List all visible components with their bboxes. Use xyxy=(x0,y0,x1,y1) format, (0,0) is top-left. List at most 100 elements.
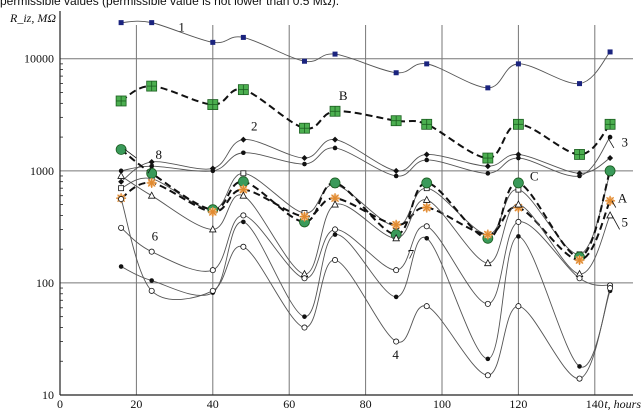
series-2 xyxy=(118,136,614,185)
data-point xyxy=(421,177,433,189)
data-point-star-ray xyxy=(239,185,248,194)
data-point xyxy=(301,155,308,162)
data-point xyxy=(239,191,248,199)
data-point xyxy=(577,364,582,369)
data-point xyxy=(149,20,155,26)
data-point-star-ray xyxy=(331,194,340,203)
data-point xyxy=(424,236,430,241)
data-point xyxy=(393,70,399,76)
data-point xyxy=(240,170,247,177)
data-point xyxy=(208,225,217,233)
data-point-star-ray xyxy=(575,256,584,265)
data-point xyxy=(210,39,216,45)
data-point xyxy=(118,196,125,203)
data-point xyxy=(514,200,523,208)
curve-label-5: 5 xyxy=(622,214,629,229)
data-point xyxy=(148,158,155,165)
data-point xyxy=(302,314,307,319)
data-point xyxy=(302,161,307,167)
data-point xyxy=(240,136,247,143)
y-tick-label: 10 xyxy=(42,388,54,402)
data-point xyxy=(485,171,491,176)
data-point xyxy=(240,34,246,40)
data-point xyxy=(240,243,247,250)
series-line-2 xyxy=(120,139,611,183)
data-point xyxy=(393,338,400,345)
data-point xyxy=(332,51,338,57)
data-point xyxy=(118,20,124,26)
data-point xyxy=(393,173,399,179)
data-point xyxy=(329,177,341,189)
data-point xyxy=(513,177,524,189)
figure-caption-fragment: permissible values (permissible value is… xyxy=(0,0,340,8)
data-point xyxy=(209,267,216,274)
data-point xyxy=(516,234,521,239)
data-point-star-ray xyxy=(147,178,156,187)
data-point xyxy=(607,49,613,55)
x-tick-label: 60 xyxy=(283,397,295,411)
data-point xyxy=(485,85,491,91)
curve-label-B: B xyxy=(339,88,348,103)
data-point xyxy=(484,300,491,307)
data-point xyxy=(484,163,491,170)
series-layer xyxy=(115,20,616,382)
data-point-star-ray xyxy=(392,220,401,229)
x-tick-label: 100 xyxy=(433,397,451,411)
data-point-star-ray xyxy=(422,203,431,212)
data-point xyxy=(393,167,400,174)
data-point xyxy=(577,81,583,87)
curve-label-C: C xyxy=(530,168,539,183)
curve-label-7: 7 xyxy=(408,247,415,262)
curve-label-8: 8 xyxy=(156,147,163,162)
y-tick-label: 100 xyxy=(36,276,54,290)
data-point xyxy=(332,145,338,151)
data-point xyxy=(117,171,125,179)
series-1 xyxy=(118,20,613,91)
data-point xyxy=(241,150,246,156)
data-point xyxy=(393,294,399,300)
series-4 xyxy=(118,196,614,382)
data-point-star-ray xyxy=(208,207,217,216)
series-line-1 xyxy=(121,20,611,89)
label-leader-3 xyxy=(607,138,615,149)
data-point xyxy=(332,257,339,264)
label-leader-A xyxy=(611,200,617,208)
data-point xyxy=(301,275,308,282)
data-point xyxy=(576,275,583,282)
label-leader-5 xyxy=(611,215,620,230)
data-point xyxy=(118,168,124,174)
data-point xyxy=(484,372,491,379)
data-point xyxy=(118,224,125,231)
curve-label-4: 4 xyxy=(392,347,399,362)
data-point xyxy=(209,287,216,294)
data-point xyxy=(515,303,522,310)
grid xyxy=(60,25,633,396)
data-point xyxy=(301,58,307,64)
data-point-star-ray xyxy=(483,230,492,239)
data-point xyxy=(607,134,613,140)
data-point xyxy=(241,219,246,225)
data-point xyxy=(118,178,125,185)
series-line-B xyxy=(120,85,611,160)
data-point xyxy=(301,324,308,331)
data-point xyxy=(604,165,616,177)
data-point xyxy=(332,232,338,237)
label-leader-C xyxy=(124,149,137,159)
series-A xyxy=(116,177,616,266)
series-B xyxy=(115,80,616,164)
data-point xyxy=(423,303,430,310)
x-tick-label: 20 xyxy=(130,397,142,411)
data-point xyxy=(424,157,430,163)
y-tick-label: 1000 xyxy=(30,164,54,178)
data-point xyxy=(148,248,155,255)
data-point xyxy=(331,200,339,208)
series-5 xyxy=(117,171,614,277)
data-point xyxy=(515,61,521,67)
series-6 xyxy=(118,212,614,307)
x-tick-label: 40 xyxy=(207,397,219,411)
data-point xyxy=(392,233,401,242)
data-point xyxy=(424,61,430,67)
curve-label-6: 6 xyxy=(152,228,159,243)
x-axis-title: t, hours xyxy=(604,397,641,411)
